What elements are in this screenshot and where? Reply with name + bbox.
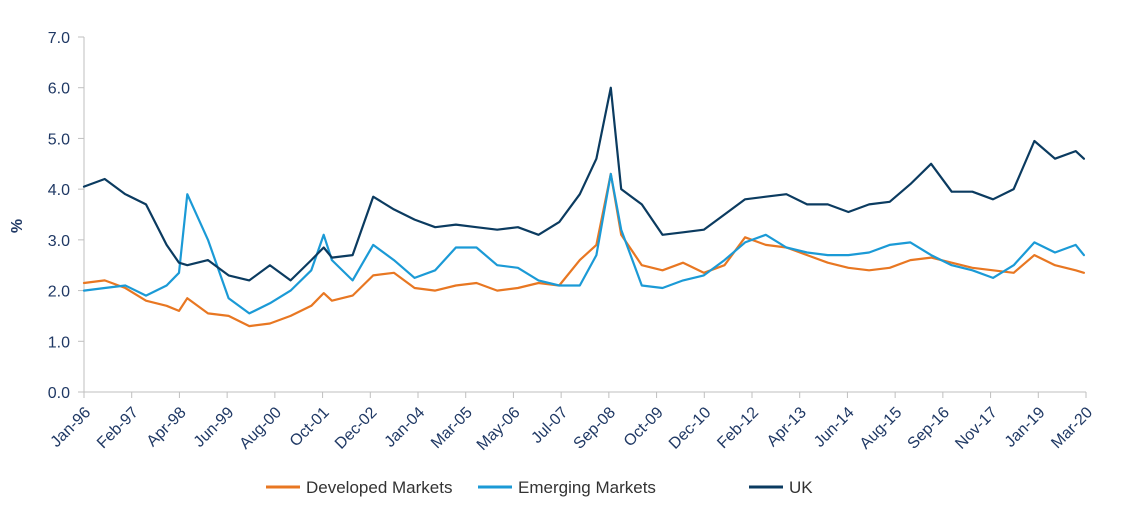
y-tick-label: 3.0 — [48, 233, 70, 250]
x-tick-label: Oct-01 — [287, 404, 333, 450]
x-tick-label: Aug-15 — [857, 404, 906, 453]
x-axis: Jan-96 Feb-97 Apr-98 Jun-99 Aug-00 Oct-01 Dec-… — [48, 391, 1096, 454]
y-tick-label: 5.0 — [48, 131, 70, 148]
legend-label: UK — [789, 478, 813, 497]
y-tick-label: 6.0 — [48, 81, 70, 98]
series-layer — [82, 86, 1086, 328]
x-tick-label: Sep-16 — [905, 404, 954, 453]
y-tick-label: 4.0 — [48, 182, 70, 199]
x-tick-label: Dec-02 — [332, 404, 381, 453]
x-tick-label: Jun-14 — [811, 404, 858, 451]
x-tick-label: Jan-19 — [1002, 404, 1049, 451]
x-tick-label: Sep-08 — [571, 404, 620, 453]
series-line-emerging-markets — [82, 172, 1086, 315]
x-tick-label: Dec-10 — [666, 404, 715, 453]
x-tick-label: Mar-05 — [428, 404, 476, 452]
y-axis-title: % — [9, 219, 26, 233]
x-tick-label: Apr-13 — [764, 404, 810, 450]
x-tick-label: Apr-98 — [144, 404, 190, 450]
x-tick-label: Aug-00 — [237, 404, 286, 453]
x-tick-label: Feb-12 — [714, 404, 762, 452]
x-tick-label: Feb-97 — [94, 404, 142, 452]
y-tick-label: 7.0 — [48, 30, 70, 47]
x-tick-label: Nov-17 — [952, 404, 1001, 453]
x-tick-label: Oct-09 — [621, 404, 667, 450]
x-tick-label: Jun-99 — [191, 404, 238, 451]
legend-label: Emerging Markets — [518, 478, 656, 497]
x-tick-label: Mar-20 — [1048, 404, 1096, 452]
legend-label: Developed Markets — [306, 478, 452, 497]
x-tick-label: Jan-04 — [382, 404, 429, 451]
x-tick-label: Jan-96 — [48, 404, 95, 451]
x-tick-label: Jul-07 — [528, 404, 571, 447]
x-tick-label: May-06 — [474, 404, 524, 454]
y-tick-label: 1.0 — [48, 334, 70, 351]
y-tick-label: 0.0 — [48, 385, 70, 402]
series-line-uk — [82, 86, 1086, 282]
series-line-developed-markets — [82, 172, 1086, 328]
y-tick-label: 2.0 — [48, 284, 70, 301]
legend: Developed Markets Emerging Markets UK — [266, 478, 813, 497]
y-axis: 0.0 1.0 2.0 3.0 4.0 5.0 6.0 7.0 — [48, 30, 85, 402]
